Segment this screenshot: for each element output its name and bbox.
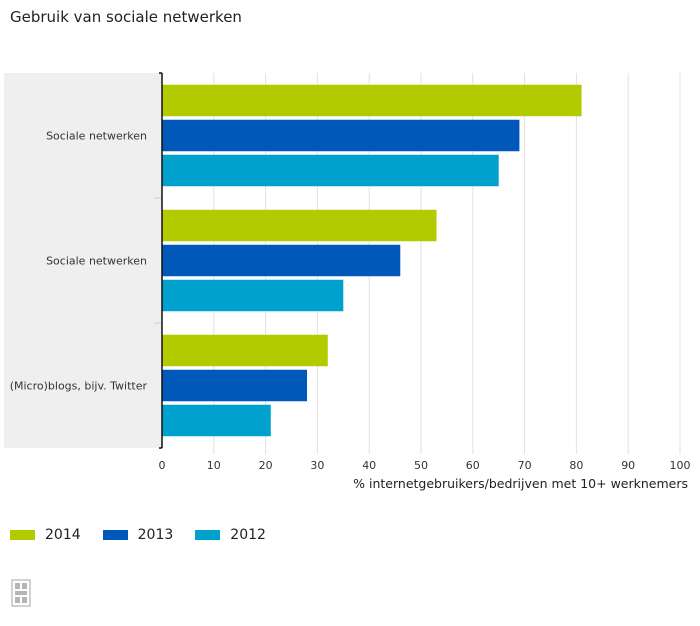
category-label: Sociale netwerken: [46, 130, 147, 143]
x-tick-label: 100: [670, 459, 691, 472]
legend-swatch: [102, 530, 128, 540]
legend-item-2012[interactable]: 2012: [195, 527, 266, 543]
x-tick-label: 40: [362, 459, 376, 472]
x-tick-label: 30: [310, 459, 324, 472]
bar: [162, 119, 520, 152]
legend-swatch: [10, 530, 35, 540]
bar: [162, 279, 344, 312]
category-label: Sociale netwerken: [46, 255, 147, 268]
category-label: (Micro)blogs, bijv. Twitter: [10, 380, 148, 393]
x-tick-label: 60: [466, 459, 480, 472]
bar: [162, 244, 401, 277]
legend-item-2013[interactable]: 2013: [102, 527, 174, 543]
category-panel: [4, 73, 162, 448]
bar: [162, 154, 499, 187]
legend-label: 2012: [230, 527, 266, 543]
x-tick-label: 80: [569, 459, 583, 472]
x-tick-label: 70: [518, 459, 532, 472]
bar: [162, 369, 308, 402]
cbs-logo-icon: [11, 579, 31, 611]
legend-label: 2013: [137, 527, 174, 543]
x-tick-label: 90: [621, 459, 635, 472]
bar: [162, 209, 437, 242]
bar: [162, 334, 328, 367]
bar: [162, 84, 582, 117]
x-axis-title: % internetgebruikers/bedrijven met 10+ w…: [353, 476, 688, 491]
x-tick-label: 10: [207, 459, 221, 472]
legend-label: 2014: [45, 527, 81, 543]
legend-item-2014[interactable]: 2014: [10, 527, 81, 543]
x-tick-label: 0: [159, 459, 166, 472]
x-tick-label: 50: [414, 459, 428, 472]
bar-chart: 0 10 20 30 40 50 60 70 80 90 100 Sociale netwerken S…: [4, 72, 691, 491]
chart-title: Gebruik van sociale netwerken: [10, 8, 242, 26]
legend-swatch: [195, 530, 221, 540]
legend: 2014 2013 2012: [10, 527, 288, 543]
x-tick-label: 20: [259, 459, 273, 472]
bar: [162, 404, 271, 437]
